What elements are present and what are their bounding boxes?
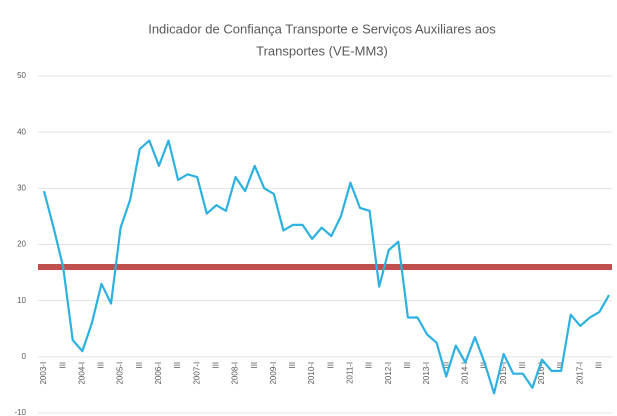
x-tick-label: 2007-I: [192, 362, 201, 385]
x-tick-label: III: [326, 362, 335, 369]
y-tick-label: 30: [17, 183, 26, 192]
x-tick-label: III: [365, 362, 374, 369]
chart-title: Indicador de Confiança Transporte e Serv…: [148, 21, 496, 36]
x-tick-label: 2006-I: [154, 362, 163, 385]
x-tick-label: III: [250, 362, 259, 369]
x-tick-label: 2017-I: [575, 362, 584, 385]
x-tick-label: 2005-I: [116, 362, 125, 385]
x-tick-label: III: [173, 362, 182, 369]
x-tick-label: 2003-I: [39, 362, 48, 385]
x-tick-label: 2016-I: [537, 362, 546, 385]
x-tick-label: 2009-I: [269, 362, 278, 385]
y-tick-label: 0: [22, 352, 27, 361]
x-tick-label: III: [595, 362, 604, 369]
x-tick-label: III: [58, 362, 67, 369]
y-tick-label: 20: [17, 240, 26, 249]
x-tick-label: 2008-I: [231, 362, 240, 385]
x-tick-label: III: [403, 362, 412, 369]
x-tick-label: III: [518, 362, 527, 369]
y-tick-label: 40: [17, 127, 26, 136]
x-tick-label: III: [556, 362, 565, 369]
x-tick-label: 2013-I: [422, 362, 431, 385]
y-tick-label: 10: [17, 296, 26, 305]
x-tick-label: 2014-I: [460, 362, 469, 385]
data-line: [42, 139, 610, 395]
x-tick-label: III: [441, 362, 450, 369]
x-tick-label: III: [480, 362, 489, 369]
x-tick-label: 2012-I: [384, 362, 393, 385]
x-tick-label: 2015-I: [499, 362, 508, 385]
chart-title: Transportes (VE-MM3): [256, 43, 388, 58]
x-tick-label: III: [97, 362, 106, 369]
x-tick-label: III: [135, 362, 144, 369]
x-tick-label: 2004-I: [77, 362, 86, 385]
x-tick-label: 2011-I: [346, 362, 355, 384]
x-tick-label: III: [211, 362, 220, 369]
x-tick-label: 2010-I: [307, 362, 316, 385]
x-tick-label: III: [288, 362, 297, 369]
y-tick-label: -10: [14, 408, 26, 416]
y-tick-label: 50: [17, 71, 26, 80]
